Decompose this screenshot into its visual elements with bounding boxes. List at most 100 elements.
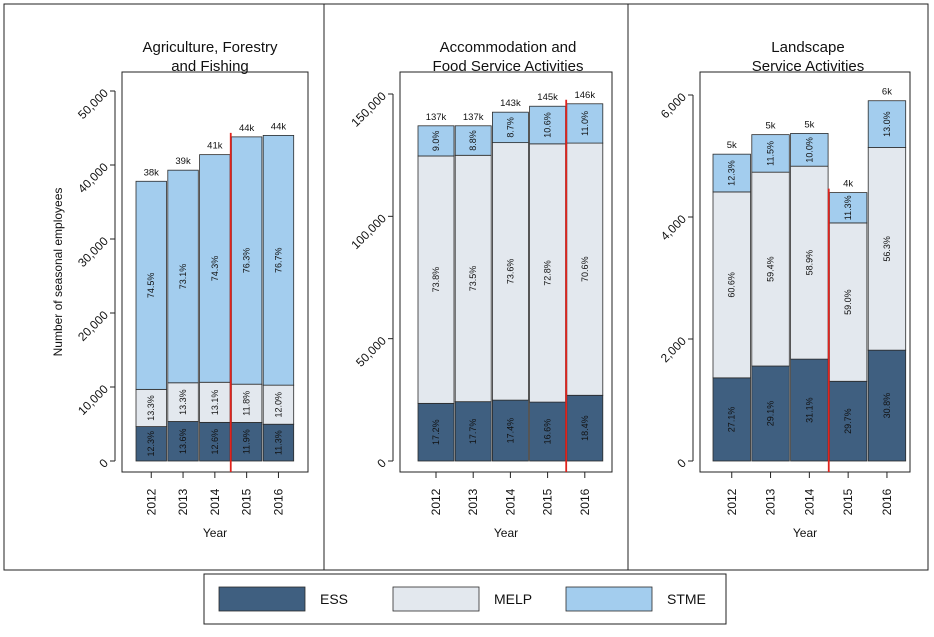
legend-frame xyxy=(203,573,727,625)
y-tick-label: 0 xyxy=(96,456,111,471)
bar-group-2015: 16.6% 72.8% 10.6% 145k xyxy=(529,92,566,462)
segment-label: 76.3% xyxy=(242,248,252,274)
total-label: 4k xyxy=(843,179,853,190)
segment-label: 73.1% xyxy=(178,264,188,290)
bar-group-2014: 12.6% 13.1% 74.3% 41k xyxy=(199,141,231,462)
bar-group-2014: 31.1% 58.9% 10.0% 5k xyxy=(790,119,829,462)
y-tick-label: 50,000 xyxy=(353,333,389,369)
bar-segment-stme xyxy=(867,100,907,148)
segment-label: 17.4% xyxy=(505,418,515,444)
x-tick-label: 2013 xyxy=(466,488,480,515)
segment-label: 73.6% xyxy=(505,259,515,285)
bar-group-2015: 29.7% 59.0% 11.3% 4k xyxy=(829,179,868,462)
bar-group-2016: 11.3% 12.0% 76.7% 44k xyxy=(262,121,295,462)
chart-title-line: Agriculture, Forestry xyxy=(142,39,278,56)
bar-segment-ess xyxy=(199,421,231,462)
bar-segment-stme xyxy=(230,136,263,385)
total-label: 137k xyxy=(463,112,484,123)
bar-group-2015: 11.9% 11.8% 76.3% 44k xyxy=(230,123,263,462)
chart-panels: Agriculture, Forestry and Fishing 0 10,000 2… xyxy=(75,39,911,540)
bar-segment-melp xyxy=(566,142,604,396)
bar-segment-melp xyxy=(491,142,529,401)
x-axis-label: Year xyxy=(793,526,817,540)
legend-label: MELP xyxy=(494,591,532,607)
bar-segment-ess xyxy=(829,380,868,462)
y-axis: 0 10,000 20,000 30,000 40,000 50,000 xyxy=(75,86,116,471)
y-tick-label: 20,000 xyxy=(75,308,111,344)
bar-segment-ess xyxy=(491,399,529,462)
total-label: 5k xyxy=(804,119,814,130)
panel-2: Accommodation and Food Service Activities… xyxy=(348,39,613,540)
bar-segment-ess xyxy=(790,358,829,462)
segment-label: 60.6% xyxy=(727,272,737,298)
segment-label: 29.7% xyxy=(843,408,853,434)
bar-segment-ess xyxy=(867,349,907,462)
segment-label: 59.4% xyxy=(766,256,776,282)
x-tick-label: 2015 xyxy=(240,488,254,515)
y-tick-label: 0 xyxy=(674,456,689,471)
bar-segment-ess xyxy=(712,377,751,462)
chart-title-line: Landscape xyxy=(771,39,844,56)
segment-label: 30.8% xyxy=(882,393,892,419)
bar-group-2014: 17.4% 73.6% 8.7% 143k xyxy=(491,98,529,462)
segment-label: 11.8% xyxy=(242,391,252,416)
y-tick-label: 50,000 xyxy=(75,86,111,122)
x-tick-label: 2014 xyxy=(802,488,816,515)
bar-segment-ess xyxy=(262,423,295,462)
total-label: 38k xyxy=(144,167,160,178)
segment-label: 76.7% xyxy=(273,248,283,274)
segment-label: 59.0% xyxy=(843,289,853,315)
legend-item-ess: ESS xyxy=(218,586,348,612)
y-tick-label: 10,000 xyxy=(75,382,111,418)
total-label: 44k xyxy=(271,121,287,132)
legend-item-stme: STME xyxy=(565,586,706,612)
segment-label: 29.1% xyxy=(766,401,776,427)
legend-label: STME xyxy=(667,591,706,607)
bar-segment-melp xyxy=(167,382,199,422)
segment-label: 70.6% xyxy=(580,256,590,282)
segment-label: 11.5% xyxy=(766,141,776,166)
x-tick-label: 2014 xyxy=(503,488,517,515)
x-tick-label: 2013 xyxy=(176,488,190,515)
bar-segment-melp xyxy=(230,383,263,423)
y-tick-label: 6,000 xyxy=(658,90,689,121)
x-tick-label: 2013 xyxy=(764,488,778,515)
segment-label: 74.5% xyxy=(146,273,156,299)
x-tick-label: 2016 xyxy=(271,488,285,515)
x-tick-label: 2012 xyxy=(429,488,443,515)
bar-segment-ess xyxy=(135,426,167,462)
y-axis: 0 50,000 100,000 150,000 xyxy=(348,89,394,471)
total-label: 6k xyxy=(882,87,892,98)
segment-label: 18.4% xyxy=(580,415,590,441)
segment-label: 13.3% xyxy=(146,395,156,421)
bar-segment-melp xyxy=(867,147,907,351)
bar-segment-stme xyxy=(529,105,566,145)
bar-segment-stme xyxy=(751,134,790,173)
segment-label: 31.1% xyxy=(804,397,814,423)
bar-segment-melp xyxy=(417,155,455,404)
chart-title-line: Accommodation and xyxy=(440,39,577,56)
segment-label: 27.1% xyxy=(727,407,737,433)
bar-segment-melp xyxy=(454,154,492,403)
segment-label: 11.3% xyxy=(273,430,283,455)
total-label: 5k xyxy=(727,140,737,151)
y-tick-label: 30,000 xyxy=(75,234,111,270)
total-label: 145k xyxy=(537,92,558,103)
y-tick-label: 40,000 xyxy=(75,160,111,196)
bar-group-2016: 18.4% 70.6% 11.0% 146k xyxy=(566,90,604,462)
segment-label: 13.0% xyxy=(882,111,892,137)
x-tick-label: 2014 xyxy=(208,488,222,515)
total-label: 146k xyxy=(574,90,595,101)
bar-group-2013: 17.7% 73.5% 8.8% 137k xyxy=(454,112,492,462)
segment-label: 8.8% xyxy=(468,130,478,151)
y-tick-label: 2,000 xyxy=(658,334,689,365)
bar-segment-ess xyxy=(417,402,455,462)
bar-segment-ess xyxy=(566,394,604,462)
bar-segment-stme xyxy=(417,125,455,157)
bar-segment-stme xyxy=(491,111,529,144)
total-label: 41k xyxy=(207,141,223,152)
bar-group-2013: 29.1% 59.4% 11.5% 5k xyxy=(751,121,790,462)
segment-label: 13.3% xyxy=(178,389,188,415)
bar-group-2013: 13.6% 13.3% 73.1% 39k xyxy=(167,156,199,462)
plot-area xyxy=(399,71,613,473)
